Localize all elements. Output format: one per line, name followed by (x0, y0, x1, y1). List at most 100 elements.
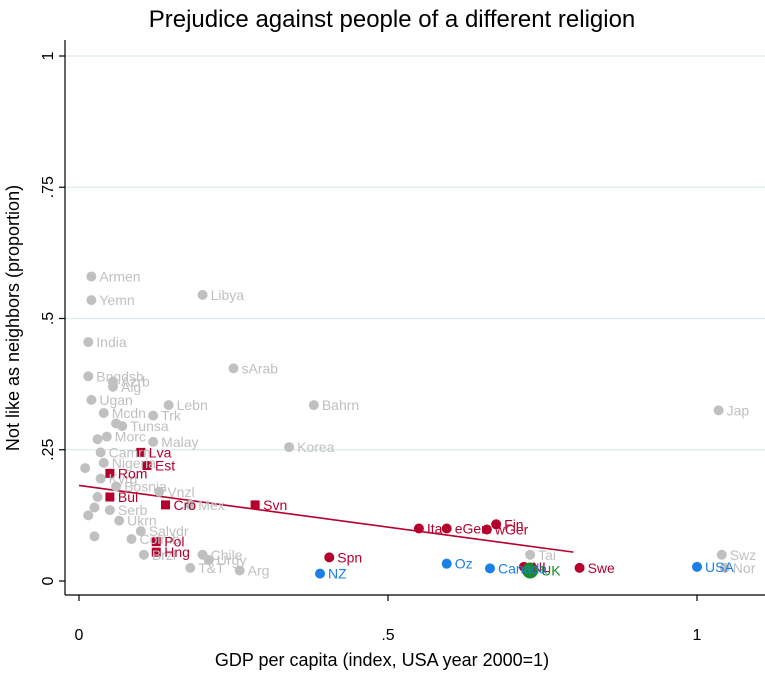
label-nigeria: Nigeria (112, 455, 157, 471)
label-nz: NZ (328, 566, 347, 582)
x-tick-label: 1 (693, 627, 702, 644)
label-hng: Hng (164, 544, 190, 560)
point-oz (441, 558, 452, 569)
label-camrn: Camrn (109, 444, 151, 460)
label-bul: Bul (118, 489, 138, 505)
label-vnzl: Vnzl (167, 484, 194, 500)
point-ukrn (114, 515, 125, 526)
label-kyrg: Kyrg (109, 471, 138, 487)
point-unlabeled (80, 463, 91, 474)
label-urgy: Urgy (217, 552, 247, 568)
point-swz (716, 549, 727, 560)
label-rom: Rom (118, 465, 148, 481)
label-est: Est (155, 458, 175, 474)
point-eger (441, 523, 452, 534)
y-tick-label: .75 (40, 176, 57, 198)
point-unlabeled (89, 531, 100, 542)
point-unlabeled (89, 502, 100, 513)
label-uk: UK (541, 563, 561, 579)
label-bngdsh: Bngdsh (96, 368, 143, 384)
label-brzl: Brzl (152, 547, 176, 563)
label-malay: Malay (161, 434, 198, 450)
label-usa: USA (705, 559, 734, 575)
y-tick-label: 1 (40, 51, 57, 60)
label-eger: eGer (455, 521, 486, 537)
y-axis-label: Not like as neighbors (proportion) (3, 185, 23, 451)
label-chile: Chile (211, 547, 243, 563)
point-unlabeled (83, 510, 94, 521)
point-unlabeled (92, 492, 103, 502)
label-serb: Serb (118, 502, 148, 518)
label-nor: Nor (733, 560, 756, 576)
point-bngdsh (83, 371, 94, 382)
label-arg: Arg (248, 563, 270, 579)
label-fin: Fin (504, 516, 523, 532)
label-jap: Jap (727, 402, 750, 418)
point-bosnia (111, 481, 122, 492)
point-alg (107, 381, 118, 392)
point-jap (713, 405, 724, 416)
point-mcdn (98, 408, 109, 418)
point-uk (522, 562, 539, 579)
chart-title: Prejudice against people of a different … (149, 6, 636, 33)
label-nl: NL (532, 559, 550, 575)
point-svn (250, 500, 260, 510)
label-canada: Canada (498, 560, 547, 576)
point-malay (148, 436, 159, 447)
point-morc (101, 431, 112, 442)
x-tick-label: 0 (75, 627, 84, 644)
point-lva (136, 447, 146, 457)
point-salvdr (135, 526, 146, 537)
label-sarab: sArab (242, 360, 279, 376)
label-svn: Svn (263, 497, 287, 513)
label-swe: Swe (588, 560, 615, 576)
point-kyrg (95, 473, 106, 484)
label-lva: Lva (149, 444, 172, 460)
label-salvdr: Salvdr (149, 523, 189, 539)
data-labels: Armen Yemn Libya India sArab BngdshAzrbAlgUga… (96, 269, 756, 582)
x-axis-label: GDP per capita (index, USA year 2000=1) (215, 650, 549, 670)
label-korea: Korea (297, 439, 335, 455)
label-ita: Ita (427, 521, 443, 537)
point-arg (234, 565, 245, 576)
x-tick-label: .5 (381, 627, 394, 644)
point-unlabeled (92, 434, 103, 445)
point-fin (491, 519, 502, 530)
point-wger (481, 524, 492, 535)
y-tick-label: .5 (40, 312, 57, 325)
point-camrn (95, 447, 106, 458)
point-urgy (203, 555, 214, 565)
gridlines (65, 55, 765, 451)
point-serb (104, 505, 115, 516)
point-armen (86, 271, 97, 282)
label-trk: Trk (161, 408, 182, 424)
data-points (80, 271, 730, 579)
point-nor (719, 562, 730, 573)
point-libya (197, 289, 208, 300)
ticks: 0 .25 .5 .75 1 0 .5 1 (40, 51, 702, 644)
point-korea (284, 442, 295, 453)
label-bosnia: Bosnia (124, 479, 167, 495)
point-usa (692, 561, 702, 572)
label-azrb: Azrb (121, 374, 150, 390)
point-colmb (126, 534, 137, 544)
point-india (83, 337, 94, 348)
point-nz (315, 568, 326, 579)
point-yemn (86, 295, 97, 306)
label-alg: Alg (121, 379, 141, 395)
point-spn (324, 552, 335, 563)
point-lebn (163, 400, 174, 411)
point-cro (161, 500, 171, 510)
label-tunsa: Tunsa (130, 418, 169, 434)
point-ita (413, 523, 424, 534)
point-ugan (86, 394, 97, 405)
label-pol: Pol (164, 534, 184, 550)
label-cro: Cro (174, 497, 197, 513)
label-ugan: Ugan (99, 392, 132, 408)
point-canada (484, 563, 495, 574)
point-t-t (185, 562, 196, 573)
point-unlabeled (111, 418, 122, 429)
label-mcdn: Mcdn (112, 405, 146, 421)
label-morc: Morc (115, 429, 146, 445)
